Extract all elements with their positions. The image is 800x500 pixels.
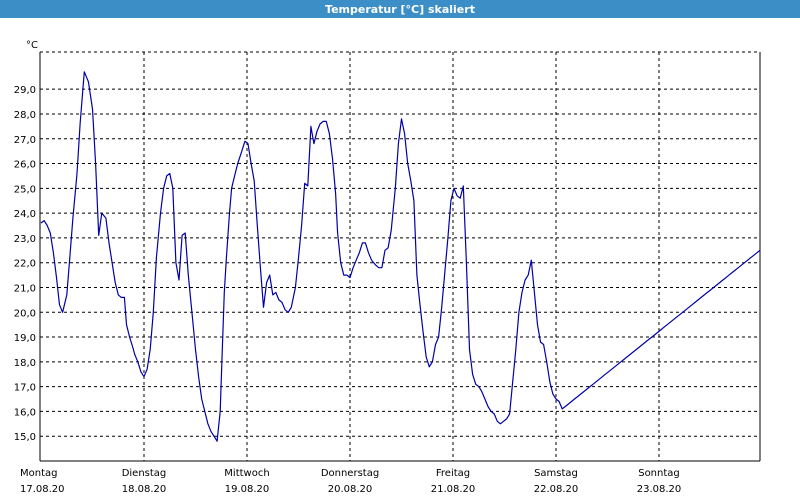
x-tick-day-label: Dienstag	[122, 468, 167, 479]
x-tick-day-label: Samstag	[534, 468, 578, 479]
y-tick-label: 23,0	[14, 234, 36, 245]
chart-title: Temperatur [°C] skaliert	[0, 0, 800, 18]
y-tick-label: 17,0	[14, 383, 36, 394]
x-tick-day-label: Montag	[20, 468, 57, 479]
x-tick-day-label: Sonntag	[638, 468, 680, 479]
chart-area: 15,0 16,0 17,0 18,0 19,0 20,0 21,0 22,0 23,0 24,0…	[0, 18, 800, 500]
x-tick-day-label: Mittwoch	[224, 468, 269, 479]
temperature-series-line	[40, 71, 761, 442]
temperature-line-chart: 15,0 16,0 17,0 18,0 19,0 20,0 21,0 22,0 23,0 24,0…	[14, 40, 761, 495]
y-tick-label: 27,0	[14, 135, 36, 146]
y-tick-label: 15,0	[14, 432, 36, 443]
x-tick-date-label: 19.08.20	[225, 484, 270, 495]
x-tick-date-label: 17.08.20	[20, 484, 65, 495]
y-tick-label: 26,0	[14, 160, 36, 171]
y-tick-label: 21,0	[14, 283, 36, 294]
x-tick-date-label: 21.08.20	[431, 484, 476, 495]
y-tick-label: 24,0	[14, 209, 36, 220]
x-tick-date-label: 18.08.20	[122, 484, 167, 495]
y-tick-label: 28,0	[14, 110, 36, 121]
y-tick-label: 29,0	[14, 85, 36, 96]
y-tick-label: 25,0	[14, 184, 36, 195]
x-tick-date-label: 23.08.20	[637, 484, 682, 495]
x-tick-day-label: Donnerstag	[321, 468, 379, 479]
y-tick-label: 18,0	[14, 358, 36, 369]
y-tick-label: 16,0	[14, 407, 36, 418]
y-axis-unit-label: °C	[26, 40, 38, 51]
y-tick-label: 22,0	[14, 259, 36, 270]
x-tick-day-label: Freitag	[436, 468, 470, 479]
x-tick-date-label: 20.08.20	[328, 484, 373, 495]
x-tick-date-label: 22.08.20	[534, 484, 579, 495]
y-tick-label: 20,0	[14, 308, 36, 319]
y-tick-label: 19,0	[14, 333, 36, 344]
